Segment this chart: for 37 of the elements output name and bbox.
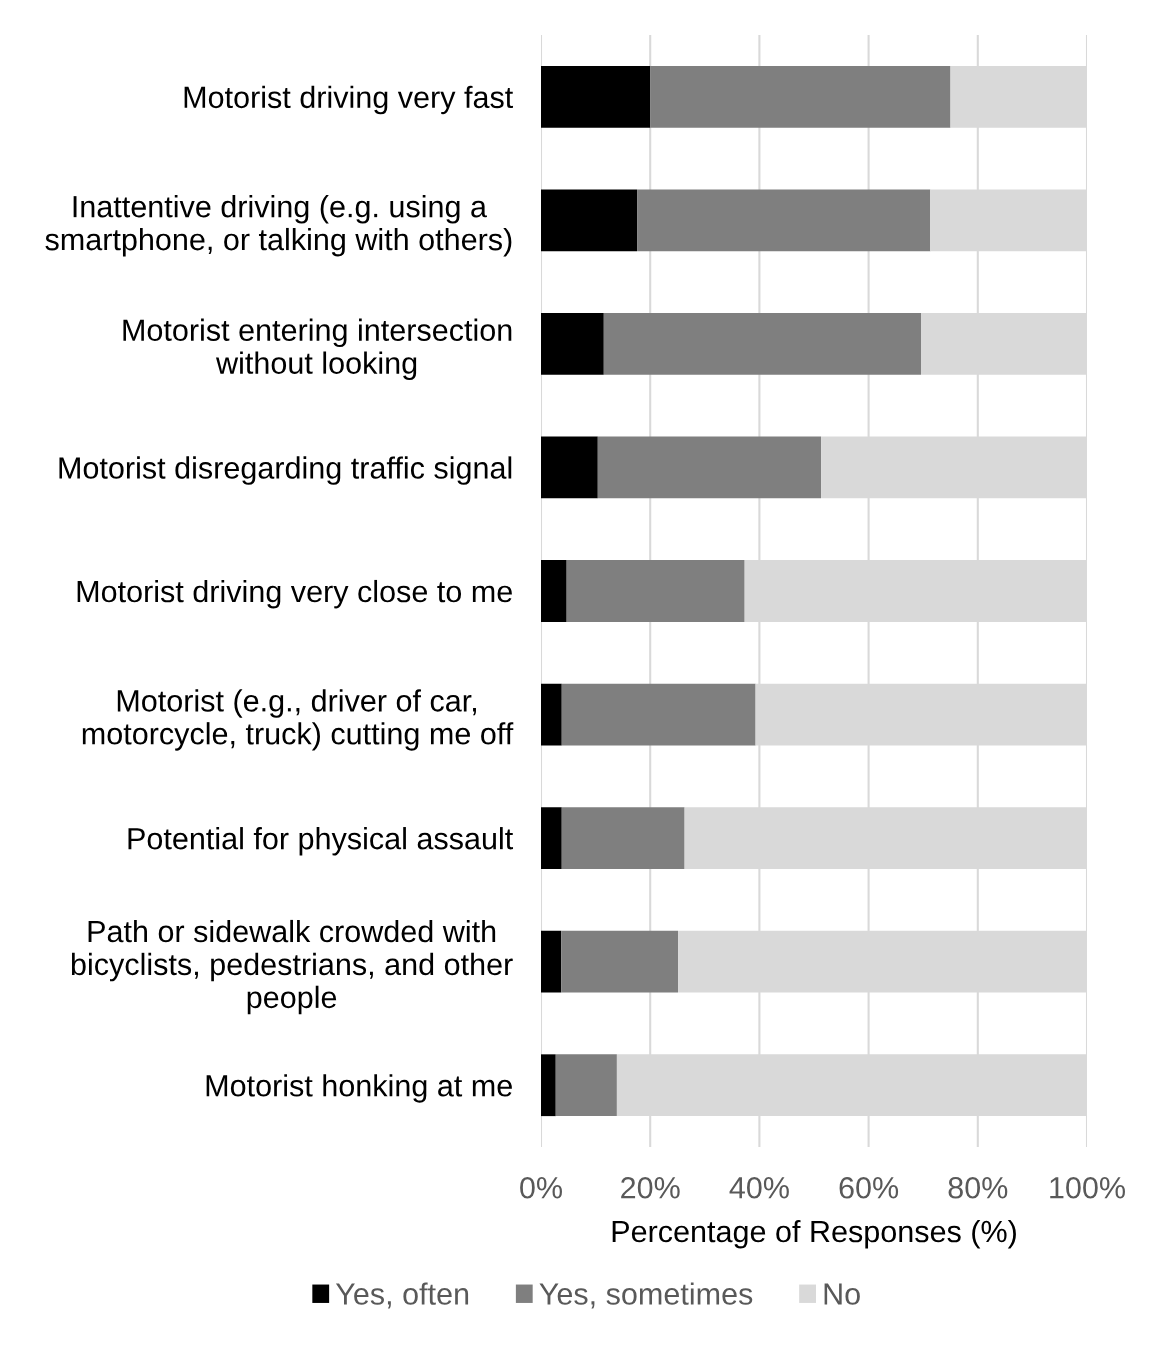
bar (541, 189, 638, 252)
x-tick-label: 80% (948, 1176, 1008, 1199)
bar (541, 807, 562, 869)
bar (541, 560, 567, 622)
y-tick-label: Potential for physical assault (128, 827, 514, 856)
legend-label: No (824, 1283, 860, 1305)
bar (541, 683, 562, 746)
y-tick-label: Motorist driving very fast (184, 85, 514, 115)
legend-label: Yes, often (335, 1282, 469, 1309)
x-tick-label: 60% (839, 1176, 899, 1199)
y-tick-label: Inattentive driving (e.g. using a smartphone, or talking with others) (45, 195, 512, 257)
x-tick-label: 0% (520, 1176, 562, 1199)
y-tick-label: Motorist driving very close to me (77, 579, 512, 609)
bar (637, 189, 931, 252)
y-tick-label: Motorist disregarding traffic signal (59, 456, 512, 485)
bar (541, 65, 651, 128)
bar (555, 1054, 617, 1117)
bar (561, 807, 685, 869)
bar (541, 930, 562, 993)
bar (561, 683, 756, 746)
bar (541, 436, 598, 499)
x-tick-label: 40% (729, 1176, 789, 1199)
bar (603, 313, 922, 375)
x-tick-label: 100% (1050, 1176, 1125, 1199)
bar (650, 65, 951, 128)
bar (541, 313, 604, 375)
y-tick-label: Motorist (e.g., driver of car, motorcycle, truck) cutting me off (82, 689, 514, 751)
bar (541, 1054, 556, 1117)
bar (597, 436, 822, 499)
y-tick-label: Motorist entering intersection without looking (123, 318, 512, 380)
bar (561, 930, 679, 993)
y-tick-label: Path or sidewalk crowded with bicyclists, pedestrians, and other people (71, 919, 513, 1015)
legend-label: Yes, sometimes (539, 1282, 753, 1309)
bar (566, 560, 745, 622)
y-tick-label: Motorist honking at me (206, 1074, 512, 1103)
x-tick-label: 20% (621, 1176, 680, 1199)
x-axis-title: Percentage of Responses (%) (612, 1219, 1016, 1249)
